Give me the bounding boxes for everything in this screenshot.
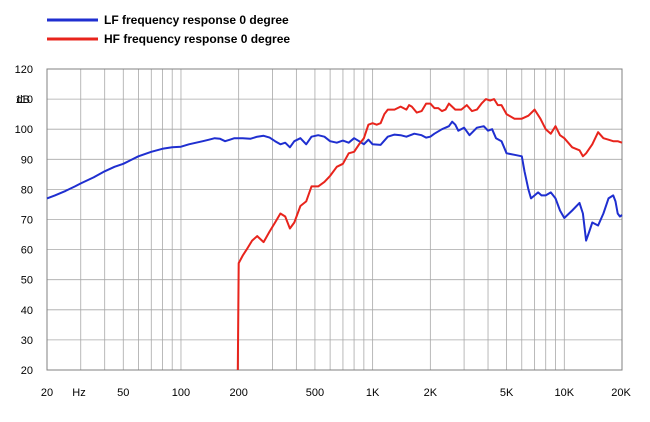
y-tick-label: 30 <box>21 335 33 347</box>
y-tick-label: 80 <box>21 184 33 196</box>
y-tick-label: 50 <box>21 275 33 287</box>
x-tick-label: 100 <box>172 387 190 399</box>
y-tick-label: 110 <box>15 94 33 106</box>
x-tick-label: 20K <box>611 387 631 399</box>
x-tick-label: 500 <box>306 387 324 399</box>
x-tick-label: 2K <box>424 387 438 399</box>
y-tick-label: 100 <box>15 124 33 136</box>
legend: LF frequency response 0 degree HF freque… <box>47 13 290 46</box>
legend-label-hf: HF frequency response 0 degree <box>104 32 290 46</box>
y-tick-label: 60 <box>21 245 33 257</box>
y-tick-label: 90 <box>21 154 33 166</box>
y-axis-unit-label: dB <box>17 94 30 106</box>
x-tick-label: 1K <box>366 387 380 399</box>
legend-label-lf: LF frequency response 0 degree <box>104 13 289 27</box>
y-tick-label: 120 <box>15 64 33 76</box>
grid <box>46 68 623 371</box>
y-axis-ticks: 20 30 40 50 60 70 80 90 100 110 120 <box>15 64 33 377</box>
x-axis-unit-label: Hz <box>72 387 85 399</box>
x-tick-label: 5K <box>500 387 514 399</box>
x-tick-label: 50 <box>117 387 129 399</box>
y-tick-label: 40 <box>21 305 33 317</box>
y-tick-label: 20 <box>21 365 33 377</box>
x-tick-label: 20 <box>41 387 53 399</box>
plot-frame <box>46 68 623 371</box>
series-line-hf <box>236 98 623 371</box>
series-line-lf <box>46 120 623 242</box>
x-tick-label: 10K <box>555 387 575 399</box>
x-tick-label: 200 <box>229 387 247 399</box>
y-tick-label: 70 <box>21 215 33 227</box>
series-group <box>46 98 623 371</box>
x-axis-ticks: 20 50 100 200 500 1K 2K 5K 10K 20K <box>41 387 632 399</box>
